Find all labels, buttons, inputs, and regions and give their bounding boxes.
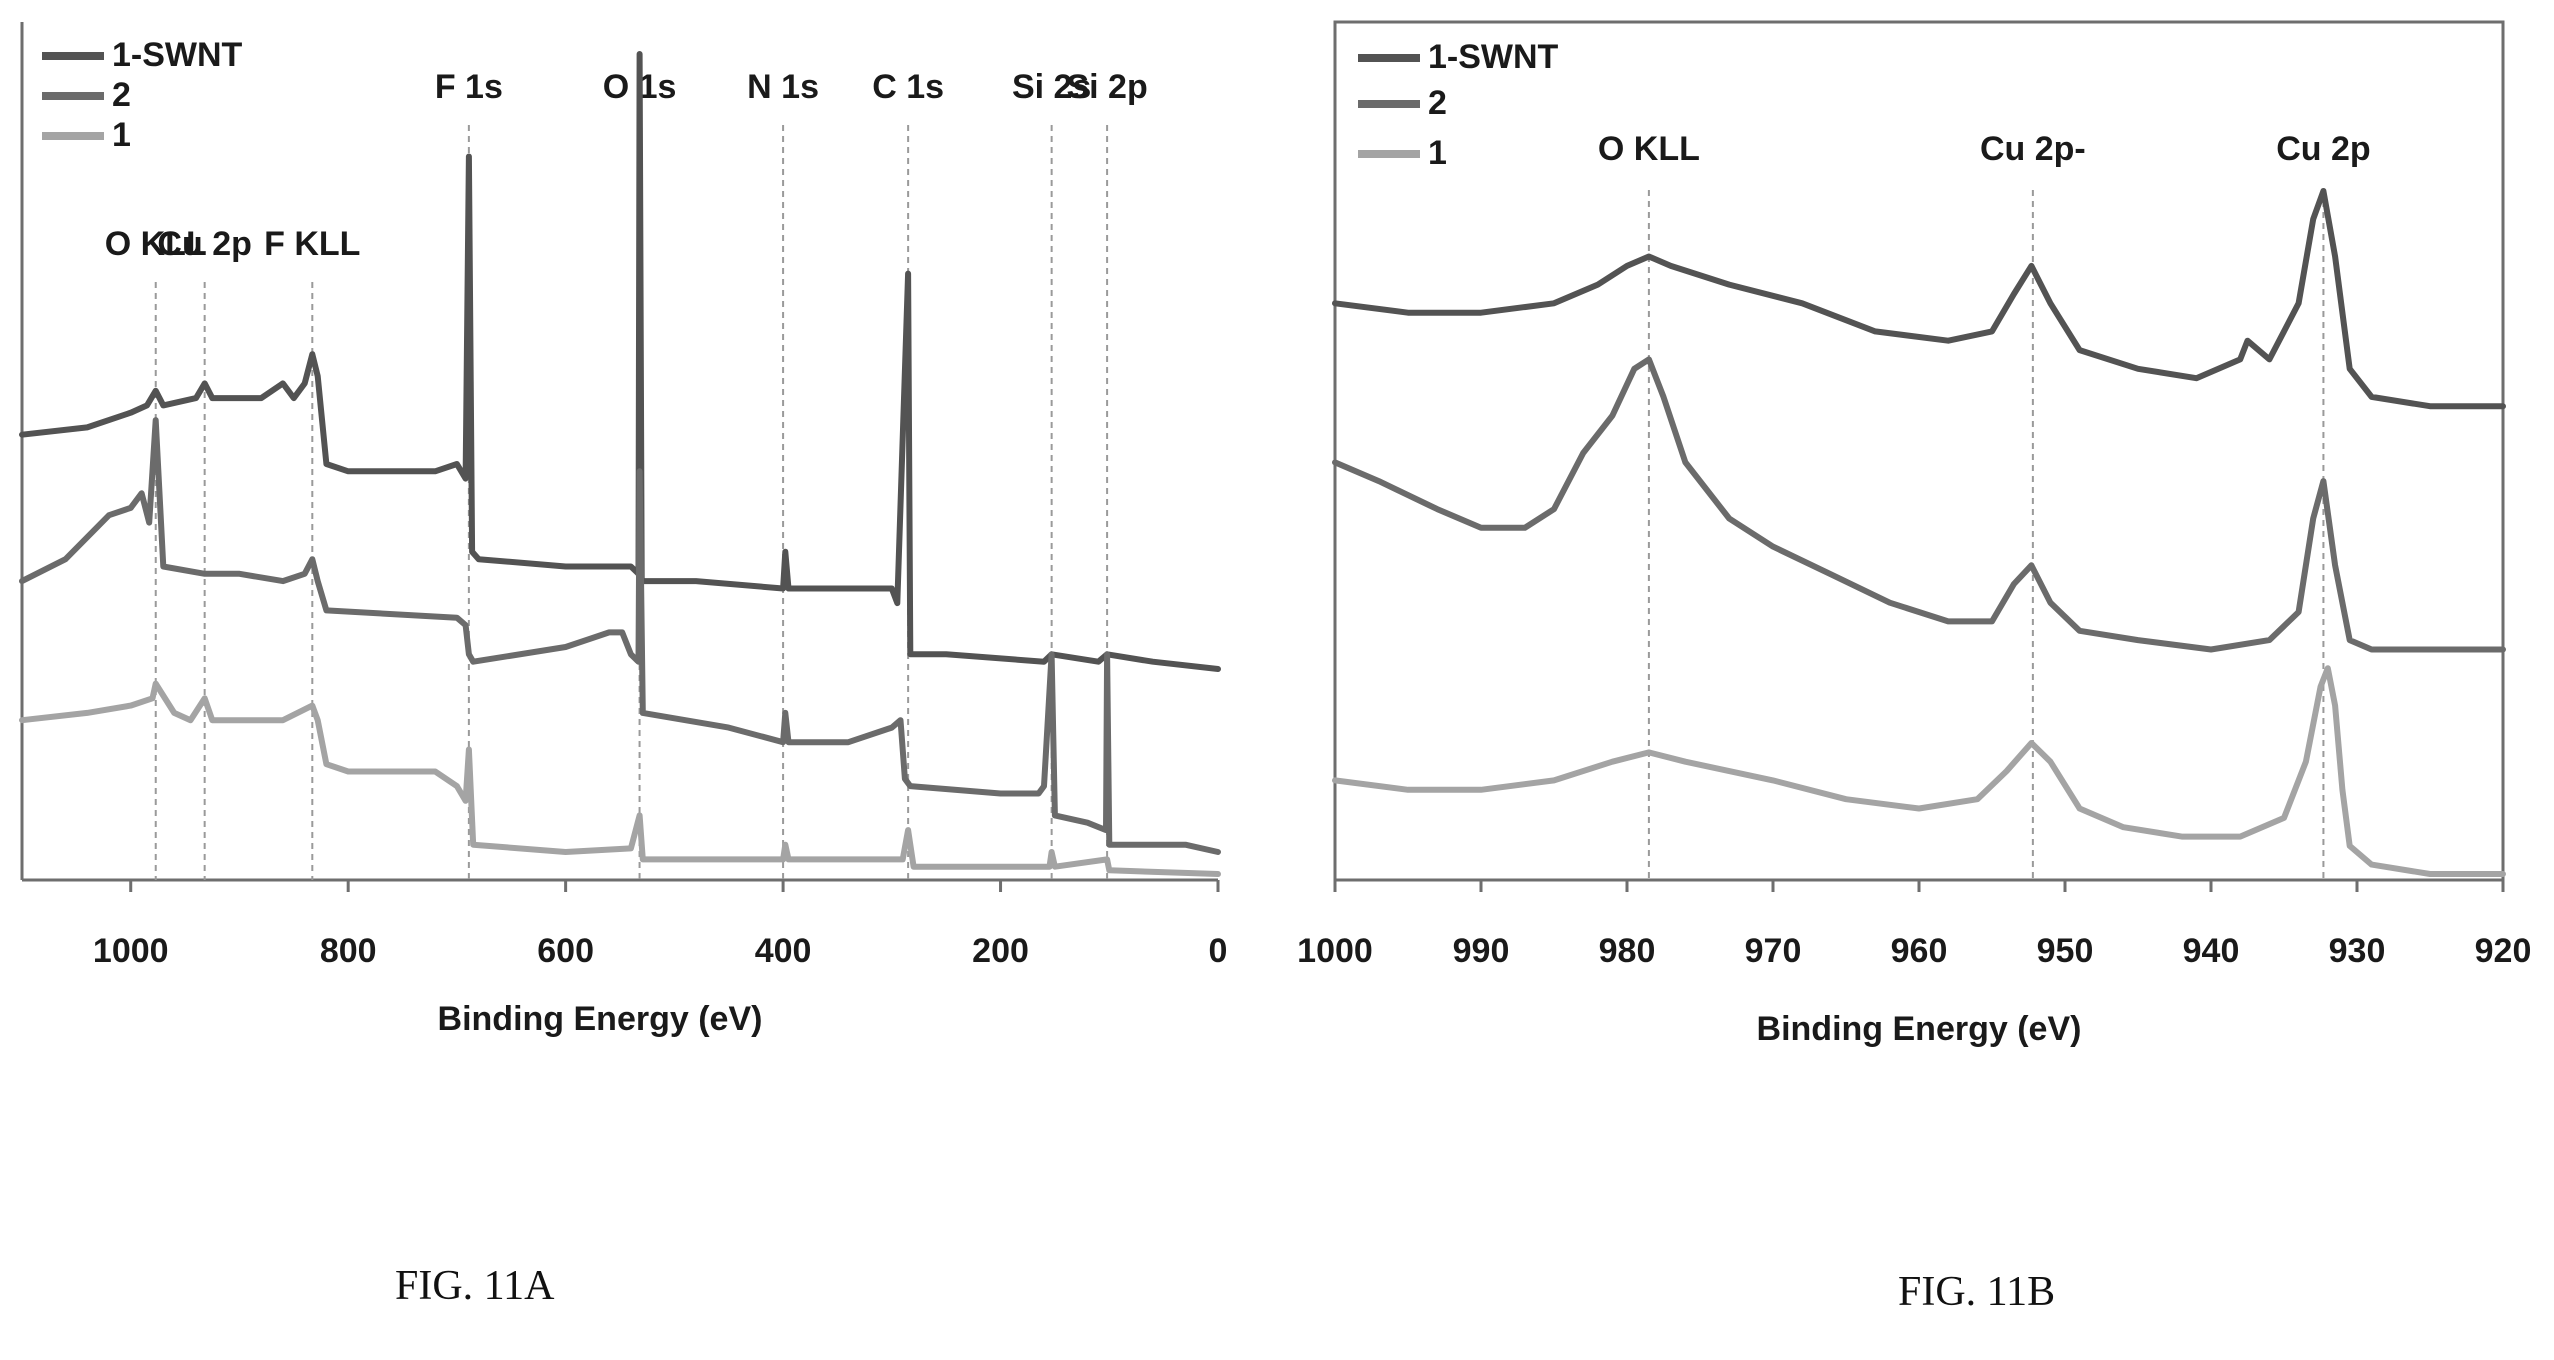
- x-tick-label: 400: [755, 932, 812, 970]
- x-axis-label: Binding Energy (eV): [438, 1000, 763, 1038]
- peak-label: O KLL: [105, 225, 207, 263]
- x-tick-label: 940: [2183, 932, 2240, 970]
- peak-label: Cu 2p: [2276, 130, 2370, 168]
- x-tick-label: 1000: [1297, 932, 1373, 970]
- x-tick-label: 960: [1891, 932, 1948, 970]
- x-tick-label: 920: [2475, 932, 2532, 970]
- legend-entry-1-swnt: 1-SWNT: [1428, 38, 1559, 76]
- series-line-1: [1332, 665, 2506, 877]
- x-tick-label: 600: [537, 932, 594, 970]
- x-tick-label: 800: [320, 932, 377, 970]
- x-tick-label: 930: [2329, 932, 2386, 970]
- figure-caption-11b: FIG. 11B: [1898, 1269, 2056, 1315]
- legend-entry-1: 1: [1428, 134, 1447, 172]
- peak-label: Cu 2p-: [1980, 130, 2086, 168]
- x-tick-label: 1000: [93, 932, 169, 970]
- x-tick-label: 950: [2037, 932, 2094, 970]
- x-tick-label: 200: [972, 932, 1029, 970]
- peak-label: N 1s: [747, 68, 819, 106]
- peak-label: Cu 2p: [157, 225, 251, 263]
- x-axis-label: Binding Energy (eV): [1757, 1010, 2082, 1048]
- peak-label: C 1s: [872, 68, 944, 106]
- peak-label: Si 2s: [1012, 68, 1091, 106]
- x-tick-label: 990: [1453, 932, 1510, 970]
- legend-entry-2: 2: [1428, 84, 1447, 122]
- x-tick-label: 970: [1745, 932, 1802, 970]
- peak-label: Si 2p: [1066, 68, 1147, 106]
- series-line-2: [1332, 356, 2506, 653]
- series-line-1-swnt: [1332, 188, 2506, 410]
- series-line-1: [19, 680, 1221, 877]
- x-tick-label: 0: [1209, 932, 1228, 970]
- series-line-2: [19, 417, 1221, 855]
- peak-label: F KLL: [264, 225, 360, 263]
- peak-label: O KLL: [1598, 130, 1700, 168]
- legend-entry-2: 2: [112, 76, 131, 114]
- legend-entry-1-swnt: 1-SWNT: [112, 36, 243, 74]
- x-tick-label: 980: [1599, 932, 1656, 970]
- legend-entry-1: 1: [112, 116, 131, 154]
- chart-fig-11b: O KLL Cu 2p- Cu 2p 1000 990 980 970 960 950 940 93…: [1297, 20, 2532, 1048]
- series-line-1-swnt: [19, 51, 1221, 672]
- peak-label: F 1s: [435, 68, 503, 106]
- figure-caption-11a: FIG. 11A: [395, 1263, 555, 1309]
